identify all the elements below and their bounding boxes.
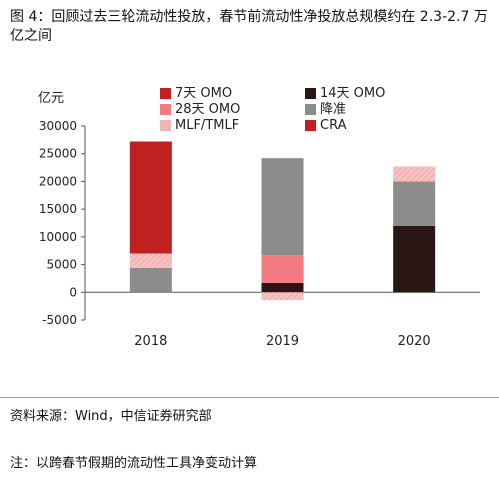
bar-segment-mlf-tmlf-2018 — [129, 253, 172, 268]
y-tick-label: 30000 — [39, 119, 77, 133]
legend-item-28d-omo: 28天 OMO — [160, 102, 240, 118]
bar-segment-series-3-2018 — [129, 267, 172, 293]
y-tick-label: 25000 — [39, 147, 77, 161]
y-tick-label: 10000 — [39, 230, 77, 244]
legend-item-mlf-tmlf: MLF/TMLF — [160, 118, 239, 134]
bar-segment-28-omo-2019 — [261, 255, 304, 283]
legend-swatch-cra — [305, 119, 316, 131]
y-tick-label: 15000 — [39, 202, 77, 216]
note-text: 注：以跨春节假期的流动性工具净变动计算 — [10, 456, 258, 471]
bar-segment-mlf-tmlf-2020 — [393, 166, 436, 182]
x-category-label: 2018 — [134, 334, 167, 349]
legend-item-rrr-cut: 降准 — [305, 102, 346, 118]
source-text: 资料来源：Wind，中信证券研究部 — [10, 409, 212, 424]
legend-label-rrr-cut: 降准 — [320, 102, 347, 117]
bar-layer — [129, 141, 436, 301]
legend-item-14d-omo: 14天 OMO — [305, 86, 385, 102]
x-category-label: 2020 — [398, 334, 431, 349]
legend-label-mlf-tmlf: MLF/TMLF — [175, 118, 240, 133]
legend-label-28d-omo: 28天 OMO — [175, 102, 241, 117]
x-category-label: 2019 — [266, 334, 299, 349]
figure-caption: 图 4：回顾过去三轮流动性投放，春节前流动性净投放总规模约在 2.3-2.7 万… — [10, 9, 488, 44]
y-tick-label: -5000 — [42, 313, 77, 327]
bar-segment-14-omo-2019 — [261, 282, 304, 293]
bar-segment-14-omo-2020 — [393, 225, 436, 293]
bar-segment-mlf-tmlf-2019 — [261, 292, 304, 301]
y-tick-label: 0 — [69, 285, 77, 299]
y-tick-label: 20000 — [39, 174, 77, 188]
y-tick-label: 5000 — [46, 258, 77, 272]
legend-item-7d-omo: 7天 OMO — [160, 86, 232, 102]
legend-swatch-mlf-tmlf — [160, 119, 171, 131]
bar-segment-series-3-2019 — [261, 158, 304, 256]
y-axis-unit-label: 亿元 — [38, 91, 65, 106]
legend-swatch-28d-omo — [160, 103, 171, 115]
legend-item-cra: CRA — [305, 118, 346, 134]
legend-label-7d-omo: 7天 OMO — [175, 86, 233, 101]
legend-label-cra: CRA — [320, 118, 347, 133]
bar-segment-cra-2018 — [129, 141, 172, 254]
label-layer: -5000 0 5000 10000 15000 20000 25000 30000 2018 2… — [39, 119, 431, 349]
bar-segment-series-3-2020 — [393, 181, 436, 226]
legend-swatch-14d-omo — [305, 87, 316, 99]
legend-swatch-rrr-cut — [305, 103, 316, 115]
footer-divider — [0, 397, 499, 398]
legend-label-14d-omo: 14天 OMO — [320, 86, 386, 101]
legend-swatch-7d-omo — [160, 87, 171, 99]
